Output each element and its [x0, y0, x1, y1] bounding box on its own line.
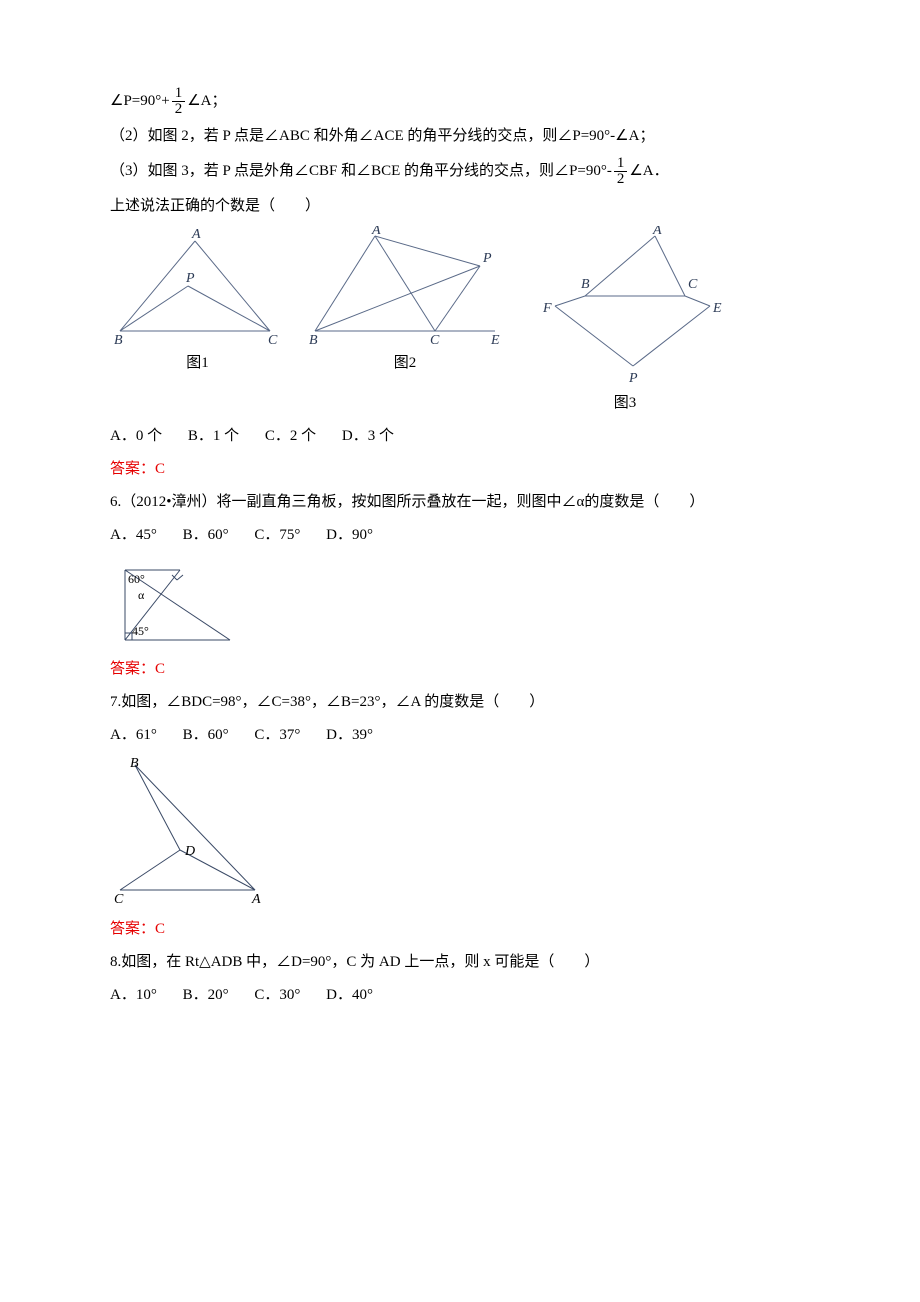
q7-choice-c: C．37°: [254, 727, 300, 743]
svg-text:B: B: [114, 333, 123, 346]
svg-text:B: B: [309, 333, 318, 346]
fig3-col: A B C F E P 图3: [525, 226, 725, 417]
q7-choices: A．61° B．60° C．37° D．39°: [110, 722, 810, 749]
svg-text:P: P: [482, 251, 492, 266]
svg-text:E: E: [712, 301, 722, 316]
q5-choice-c: C．2 个: [265, 428, 316, 444]
q5-line1-post: ∠A；: [187, 93, 226, 109]
svg-text:C: C: [430, 333, 440, 346]
q5-line3: （3）如图 3，若 P 点是外角∠CBF 和∠BCE 的角平分线的交点，则∠P=…: [110, 156, 810, 187]
q6-choice-b: B．60°: [183, 527, 229, 543]
q7-choice-a: A．61°: [110, 727, 157, 743]
svg-text:A: A: [191, 227, 201, 242]
svg-text:A: A: [251, 892, 261, 907]
svg-text:A: A: [371, 226, 381, 238]
fig1-caption: 图1: [110, 350, 285, 377]
svg-text:C: C: [688, 277, 698, 292]
fig3-svg: A B C F E P: [525, 226, 725, 386]
svg-text:P: P: [628, 371, 638, 386]
q5-line3-pre: （3）如图 3，若 P 点是外角∠CBF 和∠BCE 的角平分线的交点，则∠P=…: [110, 163, 612, 179]
svg-text:C: C: [268, 333, 278, 346]
q5-line1-pre: ∠P=90°+: [110, 93, 170, 109]
svg-text:P: P: [185, 271, 195, 286]
q5-choice-b: B．1 个: [188, 428, 239, 444]
q6-choices: A．45° B．60° C．75° D．90°: [110, 522, 810, 549]
q5-choice-d: D．3 个: [342, 428, 394, 444]
svg-text:60°: 60°: [128, 572, 145, 586]
svg-text:C: C: [114, 892, 124, 907]
q5-choice-a: A．0 个: [110, 428, 162, 444]
fig1-svg: A P B C: [110, 226, 285, 346]
q7-choice-d: D．39°: [326, 727, 373, 743]
fig2-col: A P B C E 图2: [305, 226, 505, 377]
fig1-col: A P B C 图1: [110, 226, 285, 377]
q7-text: 7.如图，∠BDC=98°，∠C=38°，∠B=23°，∠A 的度数是（ ）: [110, 689, 810, 716]
svg-text:A: A: [652, 226, 662, 238]
q6-svg: 60° α 45°: [110, 555, 240, 650]
q8-choice-a: A．10°: [110, 987, 157, 1003]
q5-answer: 答案：C: [110, 456, 810, 483]
svg-text:F: F: [542, 301, 552, 316]
q7-answer: 答案：C: [110, 916, 810, 943]
q5-line1: ∠P=90°+12∠A；: [110, 86, 810, 117]
q8-choice-d: D．40°: [326, 987, 373, 1003]
q8-choice-b: B．20°: [183, 987, 229, 1003]
q5-line3-post: ∠A．: [629, 163, 668, 179]
q5-line4: 上述说法正确的个数是（ ）: [110, 193, 810, 220]
fig2-svg: A P B C E: [305, 226, 505, 346]
q8-choices: A．10° B．20° C．30° D．40°: [110, 982, 810, 1009]
q5-choices: A．0 个 B．1 个 C．2 个 D．3 个: [110, 423, 810, 450]
svg-text:D: D: [184, 844, 195, 859]
q5-figures: APBC 图1 APBCE 图2 ABCFEP 图3: [110, 226, 810, 417]
q6-choice-d: D．90°: [326, 527, 373, 543]
fig3-caption: 图3: [525, 390, 725, 417]
q8-text: 8.如图，在 Rt△ADB 中，∠D=90°，C 为 AD 上一点，则 x 可能…: [110, 949, 810, 976]
svg-text:E: E: [490, 333, 500, 346]
q5-line2: （2）如图 2，若 P 点是∠ABC 和外角∠ACE 的角平分线的交点，则∠P=…: [110, 123, 810, 150]
q6-choice-a: A．45°: [110, 527, 157, 543]
svg-text:45°: 45°: [132, 624, 149, 638]
frac-1-2-a: 12: [172, 86, 186, 117]
q8-choice-c: C．30°: [254, 987, 300, 1003]
fig2-caption: 图2: [305, 350, 505, 377]
q6-text: 6.（2012•漳州）将一副直角三角板，按如图所示叠放在一起，则图中∠α的度数是…: [110, 489, 810, 516]
svg-text:B: B: [581, 277, 590, 292]
svg-text:B: B: [130, 756, 139, 771]
frac-1-2-b: 12: [614, 156, 628, 187]
q6-choice-c: C．75°: [254, 527, 300, 543]
q6-answer: 答案：C: [110, 656, 810, 683]
svg-text:α: α: [138, 588, 145, 602]
q7-choice-b: B．60°: [183, 727, 229, 743]
q7-svg: B D C A: [110, 755, 270, 910]
